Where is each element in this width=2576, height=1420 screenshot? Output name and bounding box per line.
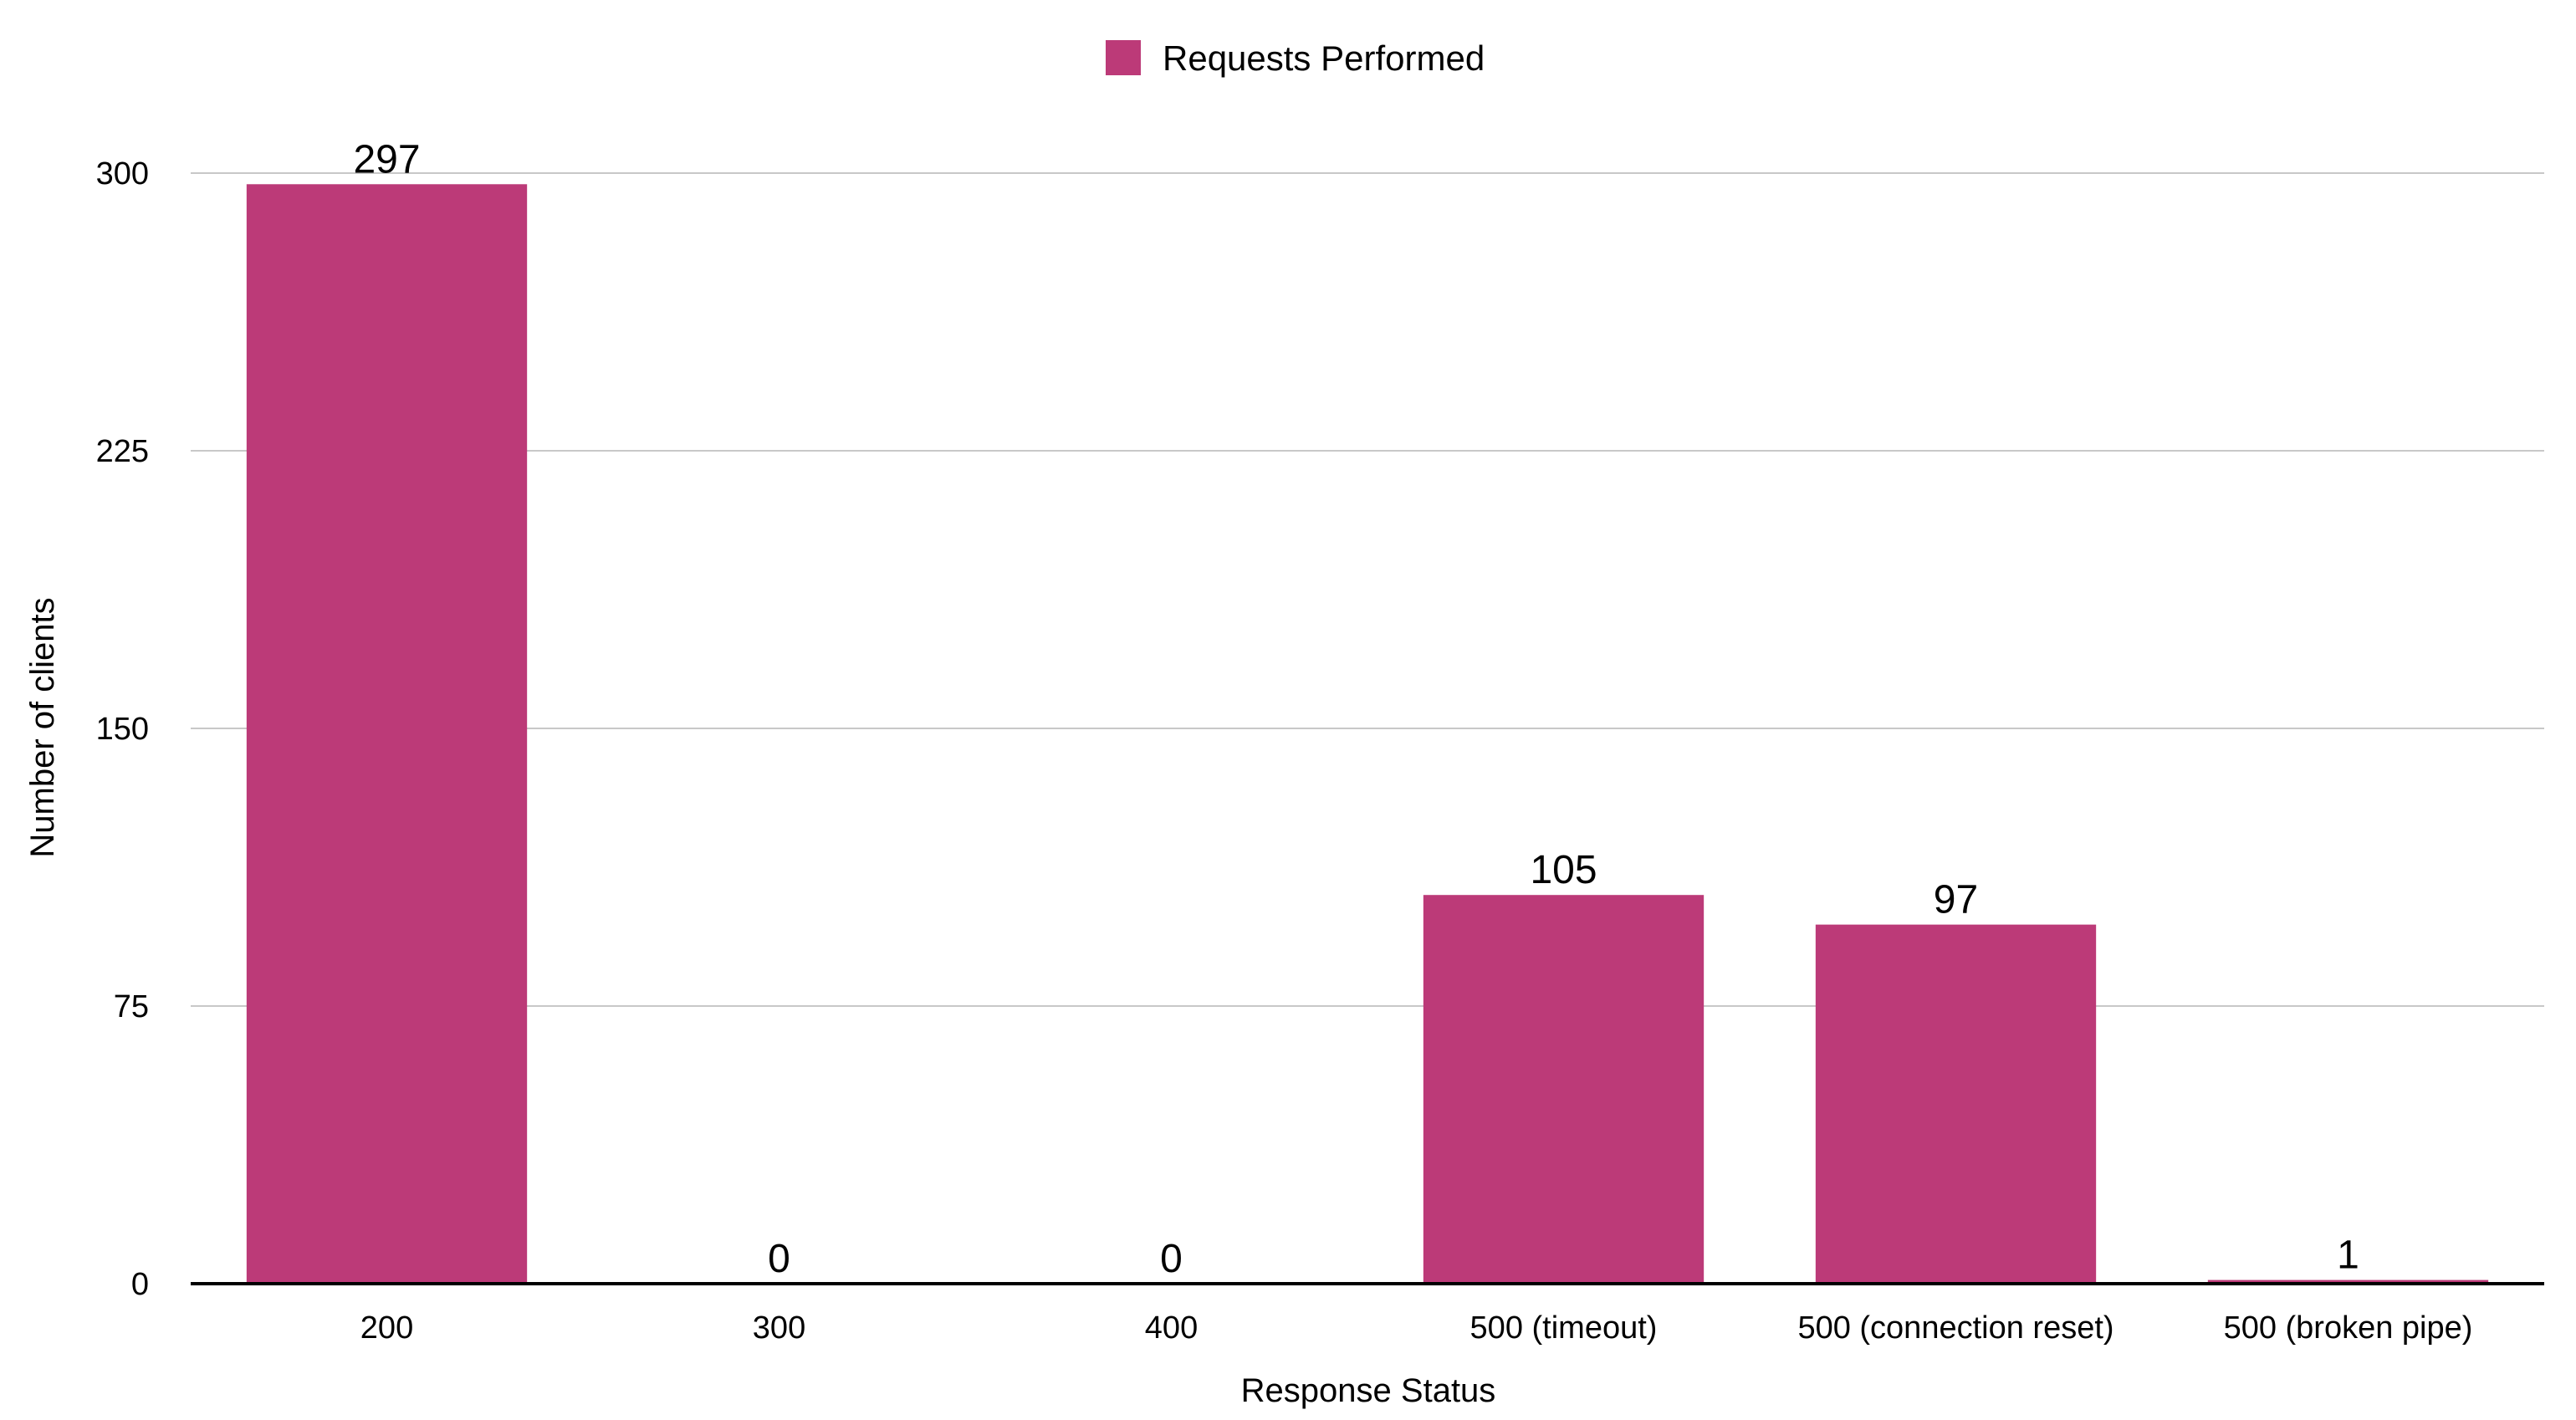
bar-5	[2207, 1280, 2489, 1284]
data-label-4: 97	[1934, 878, 1978, 922]
y-axis-ticks: 0 75 150 225 300	[96, 156, 149, 1302]
x-tick-label-5: 500 (broken pipe)	[2224, 1310, 2473, 1346]
data-label-5: 1	[2337, 1234, 2359, 1278]
x-tick-label-2: 400	[1145, 1310, 1198, 1346]
bars	[246, 184, 2489, 1284]
x-axis-title: Response Status	[1241, 1372, 1496, 1409]
data-label-2: 0	[1160, 1237, 1183, 1281]
bar-3	[1423, 895, 1705, 1284]
y-tick-label-225: 225	[96, 434, 149, 469]
gridlines	[191, 172, 2544, 1007]
x-tick-label-1: 300	[753, 1310, 805, 1346]
data-labels: 297 0 0 105 97 1	[353, 137, 2359, 1281]
bar-0	[246, 184, 528, 1284]
x-axis-ticks: 200 300 400 500 (timeout) 500 (connection re…	[360, 1310, 2473, 1346]
y-tick-label-300: 300	[96, 156, 149, 192]
bar-4	[1815, 924, 2097, 1284]
y-tick-label-75: 75	[114, 989, 149, 1024]
y-axis-title: Number of clients	[24, 597, 61, 857]
y-tick-label-150: 150	[96, 712, 149, 747]
x-tick-label-3: 500 (timeout)	[1470, 1310, 1658, 1346]
data-label-0: 297	[353, 137, 420, 181]
legend-swatch	[1106, 40, 1141, 75]
data-label-3: 105	[1530, 848, 1597, 892]
x-tick-label-0: 200	[360, 1310, 413, 1346]
data-label-1: 0	[768, 1237, 790, 1281]
legend-label-requests-performed: Requests Performed	[1163, 38, 1485, 78]
legend: Requests Performed	[1106, 38, 1485, 78]
x-tick-label-4: 500 (connection reset)	[1797, 1310, 2113, 1346]
y-tick-label-0: 0	[131, 1267, 149, 1302]
